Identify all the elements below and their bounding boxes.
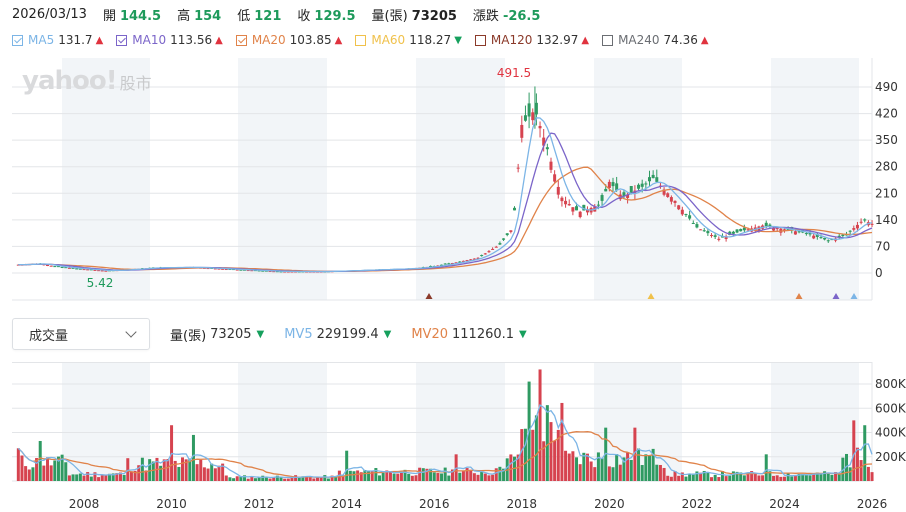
svg-text:210: 210 (875, 186, 898, 200)
ma-legend: MA5 131.7 ▲ MA10 113.56 ▲ MA20 103.85 ▲ MA60 118.2… (12, 31, 722, 49)
svg-text:350: 350 (875, 133, 898, 147)
chevron-down-icon (125, 326, 137, 338)
mv20-legend: MV20 111260.1 ▼ (411, 326, 527, 342)
svg-text:490: 490 (875, 80, 898, 94)
close-label: 收 (297, 8, 311, 24)
up-arrow-icon: ▲ (700, 34, 709, 46)
checkbox-icon[interactable] (602, 34, 614, 46)
down-arrow-icon: ▼ (454, 34, 462, 46)
change-value: -26.5 (502, 8, 541, 24)
ma-name: MA120 (490, 33, 533, 47)
ma-toggle-ma10[interactable]: MA10 113.56 ▲ (116, 33, 223, 47)
svg-text:0: 0 (875, 266, 883, 280)
svg-text:2010: 2010 (156, 497, 187, 511)
ma-toggle-ma120[interactable]: MA120 132.97 ▲ (474, 33, 590, 47)
ma-value: 113.56 (170, 33, 213, 47)
svg-text:280: 280 (875, 160, 898, 174)
down-arrow-icon: ▼ (256, 328, 265, 340)
ma-toggle-ma240[interactable]: MA240 74.36 ▲ (602, 33, 709, 47)
svg-text:2012: 2012 (244, 497, 275, 511)
close-value: 129.5 (314, 8, 356, 24)
ma-value: 74.36 (663, 33, 698, 47)
vol-value: 73205 (210, 326, 252, 342)
mv5-value: 229199.4 (316, 326, 379, 342)
ma-name: MA60 (371, 33, 406, 47)
signal-marker-icon (795, 293, 803, 299)
ma-name: MA20 (251, 33, 286, 47)
signal-marker-icon (647, 293, 655, 299)
svg-text:491.5: 491.5 (497, 66, 531, 80)
up-arrow-icon: ▲ (95, 34, 104, 46)
volume-value: 73205 (411, 8, 457, 24)
svg-text:2024: 2024 (769, 497, 800, 511)
ma-name: MA5 (28, 33, 55, 47)
svg-text:200K: 200K (875, 450, 906, 464)
mv20-value: 111260.1 (452, 326, 515, 342)
svg-text:800K: 800K (875, 377, 906, 391)
signal-marker-icon (425, 293, 433, 299)
svg-text:2026: 2026 (857, 497, 888, 511)
signal-marker-icon (850, 293, 858, 299)
open-label: 開 (102, 8, 116, 24)
ma-value: 131.7 (58, 33, 93, 47)
up-arrow-icon: ▲ (334, 34, 343, 46)
ma-value: 118.27 (409, 33, 452, 47)
date-label: 2026/03/13 (12, 6, 87, 22)
checkbox-icon[interactable] (12, 34, 23, 46)
ma-toggle-ma20[interactable]: MA20 103.85 ▲ (235, 33, 343, 47)
svg-text:2016: 2016 (419, 497, 450, 511)
svg-text:400K: 400K (875, 426, 906, 440)
volume-chart[interactable]: 200K 400K 600K 800K 2008 2010 2012 2014 2016 2018… (0, 362, 906, 512)
svg-text:2014: 2014 (331, 497, 362, 511)
svg-text:2020: 2020 (594, 497, 625, 511)
low-label: 低 (237, 8, 251, 24)
low-value: 121 (254, 8, 282, 24)
checkbox-icon[interactable] (355, 34, 367, 46)
open-value: 144.5 (119, 8, 162, 24)
ma-value: 132.97 (536, 33, 579, 47)
svg-text:600K: 600K (875, 401, 906, 415)
checkbox-icon[interactable] (474, 34, 486, 46)
high-value: 154 (194, 8, 222, 24)
down-arrow-icon: ▼ (519, 328, 527, 340)
indicator-select-label: 成交量 (29, 328, 69, 344)
signal-marker-icon (832, 293, 840, 299)
up-arrow-icon: ▲ (215, 34, 223, 46)
svg-text:140: 140 (875, 213, 898, 227)
ma-toggle-ma5[interactable]: MA5 131.7 ▲ (12, 33, 103, 47)
ma-name: MA10 (132, 33, 167, 47)
svg-text:2022: 2022 (682, 497, 713, 511)
volume-header: 成交量 量(張) 73205 ▼ MV5 229199.4 ▼ MV20 111… (12, 316, 547, 352)
down-arrow-icon: ▼ (383, 328, 392, 340)
indicator-select[interactable]: 成交量 (12, 318, 150, 350)
ohlc-summary: 2026/03/13 開 144.5 高 154 低 121 收 129.5 量(張) 7… (12, 4, 556, 24)
svg-text:2008: 2008 (69, 497, 100, 511)
svg-text:420: 420 (875, 107, 898, 121)
change-label: 漲跌 (472, 8, 499, 24)
svg-text:2018: 2018 (507, 497, 538, 511)
volume-label: 量(張) (371, 8, 408, 24)
checkbox-icon[interactable] (116, 34, 128, 46)
ma-name: MA240 (618, 33, 660, 47)
yahoo-watermark: yahoo! 股市 (22, 66, 152, 96)
svg-text:70: 70 (875, 239, 890, 253)
ma-toggle-ma60[interactable]: MA60 118.27 ▼ (355, 33, 462, 47)
svg-text:5.42: 5.42 (87, 276, 114, 290)
price-chart[interactable]: 0 70 140 210 280 350 420 490 491.5 5.42 (0, 58, 906, 306)
mv5-legend: MV5 229199.4 ▼ (284, 326, 392, 342)
high-label: 高 (177, 8, 191, 24)
vol-legend: 量(張) 73205 ▼ (170, 326, 265, 344)
ma-value: 103.85 (289, 33, 332, 47)
up-arrow-icon: ▲ (581, 34, 590, 46)
checkbox-icon[interactable] (235, 34, 247, 46)
